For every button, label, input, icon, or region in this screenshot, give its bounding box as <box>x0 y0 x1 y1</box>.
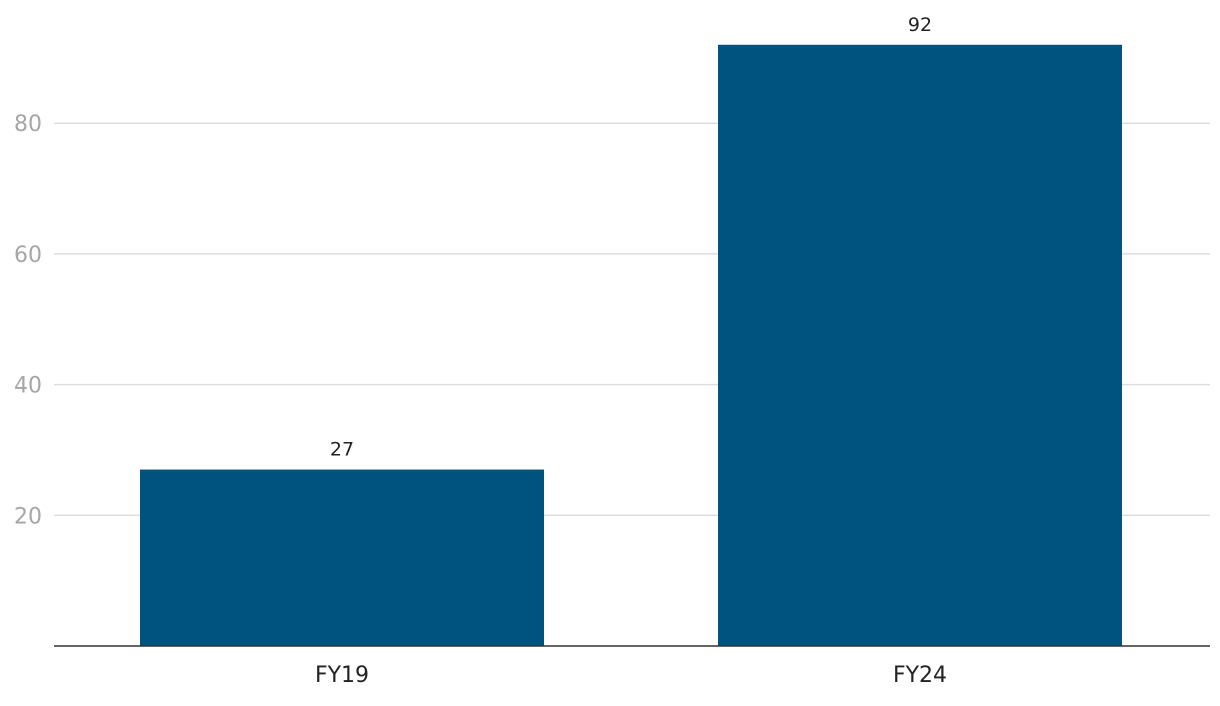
bars <box>140 44 1122 646</box>
x-tick-label: FY19 <box>315 663 369 688</box>
bar-value-label: 92 <box>908 14 932 36</box>
y-tick-label: 20 <box>14 504 42 529</box>
y-axis-tick-labels: 20 40 60 80 <box>14 112 42 529</box>
bar-value-labels: 27 92 <box>330 14 932 461</box>
bar-value-label: 27 <box>330 439 354 461</box>
y-tick-label: 80 <box>14 112 42 137</box>
y-tick-label: 40 <box>14 374 42 399</box>
bar-fy19 <box>140 469 544 646</box>
x-axis-tick-labels: FY19 FY24 <box>315 663 947 688</box>
bar-fy24 <box>718 44 1122 646</box>
x-tick-label: FY24 <box>893 663 947 688</box>
y-tick-label: 60 <box>14 243 42 268</box>
